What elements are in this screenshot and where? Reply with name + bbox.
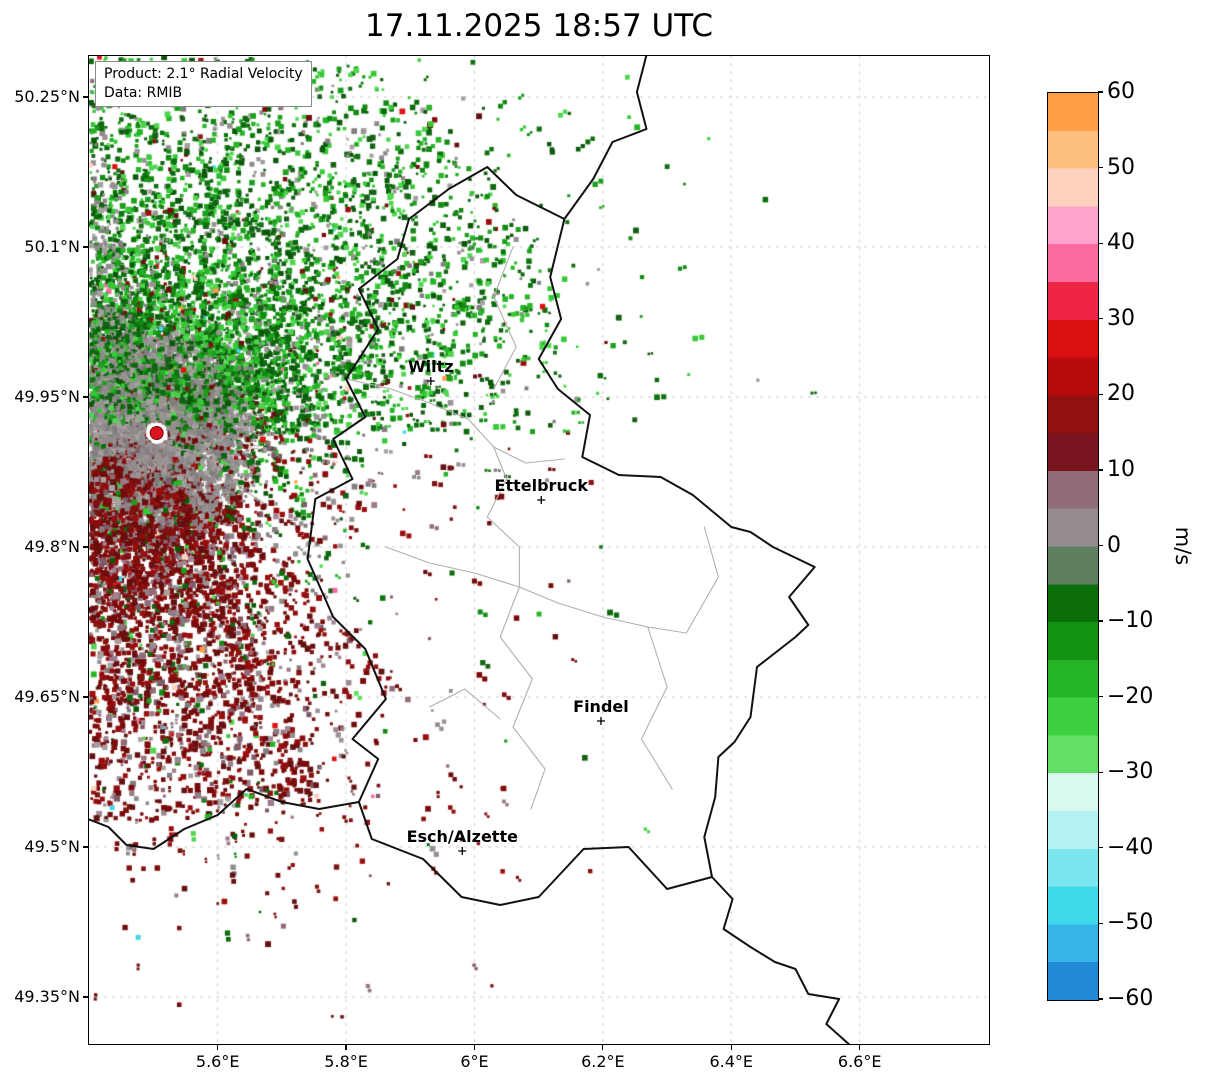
- colorbar-tick-label: 10: [1107, 456, 1135, 482]
- y-tick-mark: [83, 846, 88, 848]
- city-label: Wiltz: [408, 357, 454, 376]
- x-tick-mark: [217, 1045, 219, 1050]
- y-tick-mark: [83, 546, 88, 548]
- x-tick-mark: [730, 1045, 732, 1050]
- data-source-label: Data: RMIB: [104, 84, 183, 101]
- city-ettelbruck: Ettelbruck: [495, 476, 589, 504]
- country-border: [711, 876, 852, 1045]
- y-tick-mark: [83, 996, 88, 998]
- city-label: Ettelbruck: [495, 476, 589, 495]
- colorbar-tick-mark: [1098, 771, 1103, 773]
- city-label: Findel: [573, 697, 629, 716]
- colorbar-tick-label: 50: [1107, 154, 1135, 180]
- velocity-scatter-canvas: [88, 55, 990, 1045]
- y-tick-label: 49.65°N: [14, 687, 80, 706]
- x-tick-label: 6.4°E: [709, 1052, 754, 1071]
- x-tick-label: 5.8°E: [324, 1052, 368, 1071]
- district-border: [345, 378, 565, 464]
- colorbar-tick-label: 60: [1107, 79, 1135, 104]
- x-tick-mark: [345, 1045, 347, 1050]
- colorbar-tick-label: 0: [1107, 532, 1121, 558]
- colorbar-tick-mark: [1098, 696, 1103, 698]
- colorbar-tick-label: 20: [1107, 381, 1135, 407]
- district-border: [493, 246, 517, 390]
- y-tick-mark: [83, 246, 88, 248]
- x-tick-label: 6°E: [460, 1052, 489, 1071]
- colorbar: [1047, 92, 1099, 1001]
- city-findel: Findel: [573, 697, 629, 725]
- country-border: [88, 788, 360, 850]
- radar-location-marker: [149, 426, 164, 440]
- colorbar-tick-mark: [1098, 318, 1103, 320]
- colorbar-tick-mark: [1098, 847, 1103, 849]
- y-tick-label: 50.25°N: [14, 87, 80, 106]
- y-tick-label: 50.1°N: [24, 237, 80, 256]
- city-wiltz: Wiltz: [408, 357, 454, 385]
- colorbar-tick-label: −40: [1107, 834, 1154, 860]
- y-tick-mark: [83, 396, 88, 398]
- y-tick-mark: [83, 696, 88, 698]
- city-marker-icon: [596, 717, 605, 725]
- district-border: [385, 546, 687, 634]
- y-tick-label: 49.8°N: [24, 537, 80, 556]
- colorbar-tick-mark: [1098, 922, 1103, 924]
- x-tick-mark: [602, 1045, 604, 1050]
- x-tick-label: 5.6°E: [195, 1052, 240, 1071]
- colorbar-tick-mark: [1098, 544, 1103, 547]
- colorbar-tick-label: −50: [1107, 910, 1154, 936]
- colorbar-tick-label: −10: [1107, 608, 1154, 634]
- y-tick-mark: [83, 96, 88, 98]
- city-label: Esch/Alzette: [407, 827, 519, 846]
- product-label: Product: 2.1° Radial Velocity: [104, 66, 303, 82]
- product-info-box: Product: 2.1° Radial Velocity Data: RMIB: [95, 61, 312, 107]
- colorbar-tick-label: −20: [1107, 683, 1154, 709]
- colorbar-tick-label: −60: [1107, 986, 1154, 1011]
- figure-title: 17.11.2025 18:57 UTC: [365, 8, 713, 44]
- country-border: [563, 55, 648, 220]
- colorbar-tick-mark: [1098, 998, 1103, 1000]
- city-esch-alzette: Esch/Alzette: [407, 827, 519, 855]
- x-tick-mark: [473, 1045, 476, 1050]
- y-tick-label: 49.35°N: [14, 987, 80, 1006]
- colorbar-tick-mark: [1098, 166, 1103, 169]
- x-tick-label: 6.6°E: [837, 1052, 882, 1071]
- colorbar-tick-label: −30: [1107, 759, 1154, 785]
- colorbar-tick-label: 40: [1107, 230, 1135, 256]
- colorbar-tick-label: 30: [1107, 305, 1135, 331]
- colorbar-tick-mark: [1098, 242, 1103, 244]
- colorbar-tick-mark: [1098, 620, 1103, 622]
- colorbar-tick-mark: [1098, 91, 1103, 93]
- district-border: [486, 446, 546, 810]
- y-tick-label: 49.5°N: [24, 837, 80, 856]
- country-border-luxembourg: [306, 166, 816, 906]
- city-marker-icon: [426, 377, 435, 385]
- district-border: [428, 688, 501, 720]
- colorbar-tick-mark: [1098, 469, 1103, 471]
- city-marker-icon: [458, 847, 467, 855]
- map-overlay: Wiltz Ettelbruck Findel Esch/Alzette: [88, 55, 852, 1045]
- colorbar-unit-label: m/s: [1171, 526, 1195, 566]
- district-border: [685, 526, 719, 634]
- colorbar-tick-mark: [1098, 393, 1103, 395]
- x-tick-mark: [859, 1045, 861, 1050]
- x-tick-label: 6.2°E: [581, 1052, 625, 1071]
- y-tick-label: 49.95°N: [14, 387, 80, 406]
- city-marker-icon: [537, 496, 546, 504]
- district-border: [640, 626, 673, 790]
